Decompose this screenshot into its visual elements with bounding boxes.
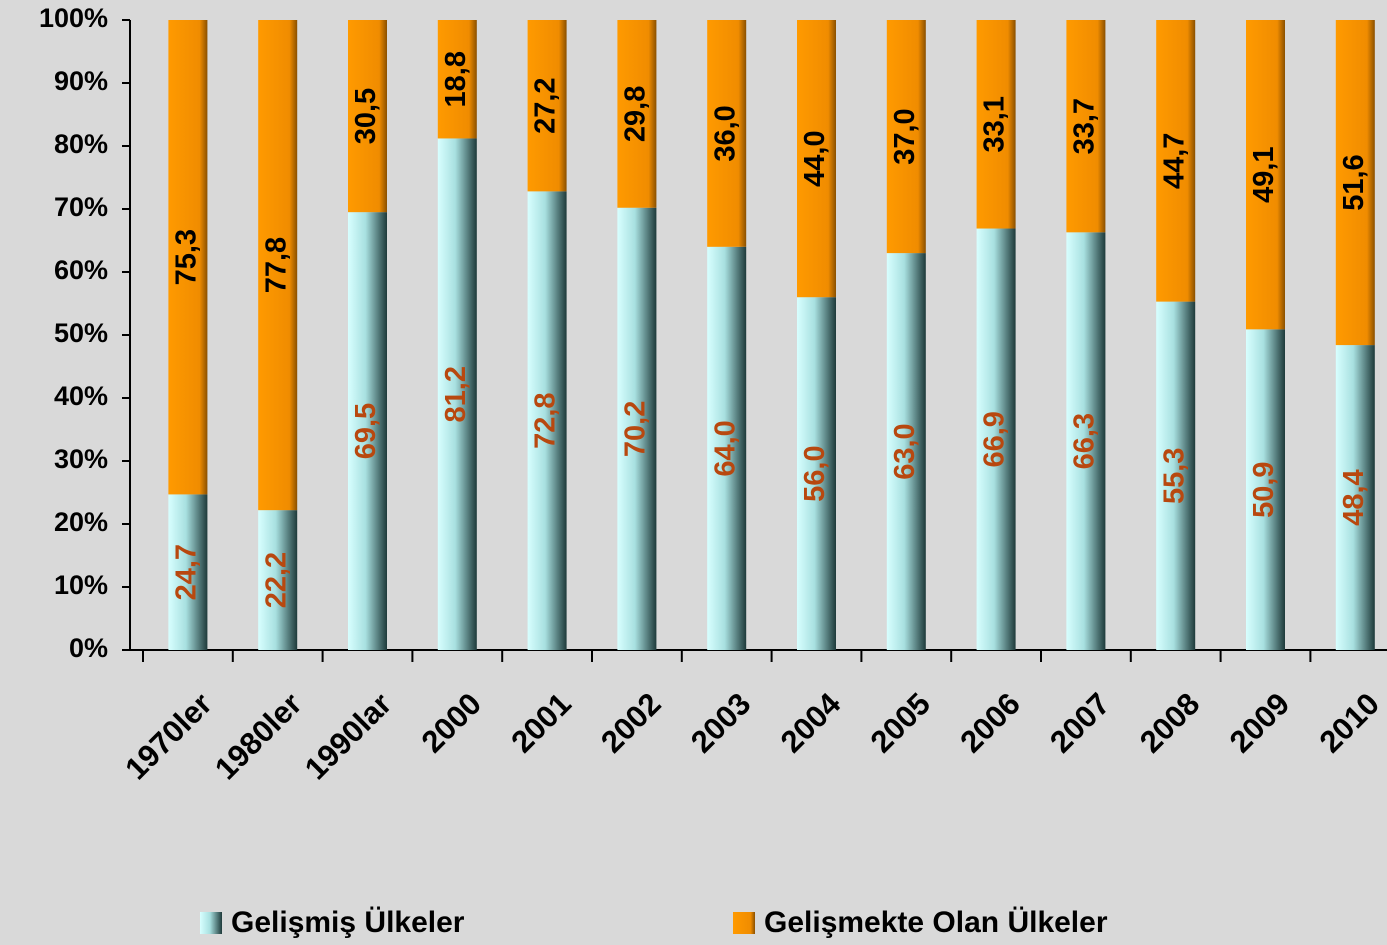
value-label: 63,0	[889, 423, 921, 479]
value-label: 37,0	[889, 108, 921, 164]
bar-segment	[1066, 20, 1106, 233]
value-label: 66,3	[1069, 413, 1101, 469]
legend-label: Gelişmekte Olan Ülkeler	[764, 906, 1108, 939]
x-tick-label: 2008	[1133, 686, 1207, 760]
value-label: 51,6	[1338, 154, 1370, 210]
bar-segment	[437, 20, 477, 139]
x-tick-label: 2000	[415, 686, 489, 760]
y-tick-label: 70%	[54, 192, 108, 222]
bar-segment	[1156, 301, 1196, 650]
bar-segment	[617, 20, 657, 208]
x-tick-label: 2004	[774, 685, 848, 759]
y-tick-label: 80%	[54, 129, 108, 159]
x-tick-label: 2002	[594, 686, 668, 760]
bar-segment	[1156, 20, 1196, 302]
bar-segment	[976, 228, 1016, 650]
value-label: 75,3	[171, 229, 203, 285]
bar-segment	[348, 212, 387, 650]
bar-segment	[976, 20, 1016, 229]
value-label: 64,0	[709, 420, 741, 476]
x-tick-label: 2003	[684, 686, 758, 760]
bar-segment	[707, 246, 747, 651]
x-tick-label: 1970ler	[118, 686, 218, 786]
value-label: 70,2	[620, 401, 652, 457]
bar-segment	[1335, 20, 1375, 346]
x-tick-label: 2006	[953, 686, 1027, 760]
y-tick-label: 100%	[39, 3, 108, 33]
bar-segment	[258, 20, 298, 511]
legend-label: Gelişmiş Ülkeler	[231, 906, 465, 939]
x-tick-label: 2001	[504, 686, 578, 760]
value-label: 33,7	[1069, 98, 1101, 154]
bar-segment	[348, 20, 387, 213]
bar-segment	[527, 20, 567, 192]
value-label: 24,7	[171, 544, 203, 600]
x-tick-label: 2009	[1223, 686, 1297, 760]
value-label: 81,2	[440, 366, 472, 422]
y-tick-label: 50%	[54, 318, 108, 348]
y-tick-label: 0%	[69, 633, 108, 663]
y-tick-label: 20%	[54, 507, 108, 537]
y-tick-label: 10%	[54, 570, 108, 600]
bar-segment	[1066, 232, 1106, 650]
bar-segment	[797, 297, 836, 650]
value-label: 22,2	[260, 552, 292, 608]
value-label: 66,9	[979, 411, 1011, 467]
x-tick-label: 2007	[1043, 686, 1117, 760]
value-label: 27,2	[530, 77, 562, 133]
bar-segment	[527, 191, 567, 651]
bar-segment	[1246, 20, 1285, 330]
x-tick-label: 1990lar	[298, 686, 398, 786]
bar-segment	[797, 20, 836, 298]
value-label: 49,1	[1248, 146, 1280, 202]
value-label: 77,8	[260, 237, 292, 293]
bar-segment	[437, 138, 477, 650]
value-label: 44,0	[799, 130, 831, 186]
value-label: 50,9	[1248, 461, 1280, 517]
x-tick-label: 1980ler	[208, 686, 308, 786]
y-tick-label: 60%	[54, 255, 108, 285]
y-tick-label: 90%	[54, 66, 108, 96]
value-label: 36,0	[709, 105, 741, 161]
bar-segment	[886, 253, 926, 650]
value-label: 33,1	[979, 96, 1011, 152]
value-label: 18,8	[440, 51, 472, 107]
legend-swatch	[733, 912, 755, 934]
value-label: 44,7	[1158, 133, 1190, 189]
value-label: 69,5	[350, 403, 382, 459]
x-tick-label: 2010	[1313, 686, 1387, 760]
y-tick-label: 40%	[54, 381, 108, 411]
value-label: 48,4	[1338, 469, 1370, 525]
y-tick-label: 30%	[54, 444, 108, 474]
bar-segment	[617, 207, 657, 651]
bar-segment	[1246, 329, 1285, 650]
bar-segment	[258, 510, 298, 650]
value-label: 56,0	[799, 445, 831, 501]
bar-segment	[168, 20, 208, 495]
x-tick-label: 2005	[864, 686, 938, 760]
legend-swatch	[200, 912, 222, 934]
bar-segment	[168, 494, 208, 650]
bar-segment	[707, 20, 747, 247]
bar-segment	[886, 20, 926, 254]
value-label: 30,5	[350, 88, 382, 144]
value-label: 55,3	[1158, 448, 1190, 504]
bar-segment	[1335, 345, 1375, 650]
value-label: 29,8	[620, 86, 652, 142]
value-label: 72,8	[530, 392, 562, 448]
